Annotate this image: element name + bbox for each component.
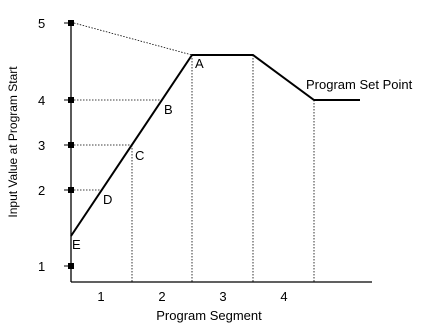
y-tick-label-2: 2 bbox=[38, 183, 45, 198]
segment-label-4: 4 bbox=[280, 289, 287, 304]
y-tick-label-5: 5 bbox=[38, 16, 45, 31]
segment-label-3: 3 bbox=[219, 289, 226, 304]
y-tick-markers bbox=[64, 20, 74, 269]
point-label-b: B bbox=[164, 102, 173, 117]
y-tick-label-4: 4 bbox=[38, 93, 45, 108]
segment-label-2: 2 bbox=[158, 289, 165, 304]
point-label-d: D bbox=[103, 192, 112, 207]
y-axis-title: Input Value at Program Start bbox=[6, 66, 20, 218]
y-tick-label-3: 3 bbox=[38, 138, 45, 153]
x-axis-title: Program Segment bbox=[156, 308, 262, 323]
segment-label-1: 1 bbox=[97, 289, 104, 304]
point-label-a: A bbox=[195, 56, 204, 71]
y-tick-label-1: 1 bbox=[38, 259, 45, 274]
set-point-label: Program Set Point bbox=[306, 77, 413, 92]
point-label-c: C bbox=[135, 148, 144, 163]
point-label-e: E bbox=[72, 237, 81, 252]
guide-lines bbox=[74, 23, 314, 282]
